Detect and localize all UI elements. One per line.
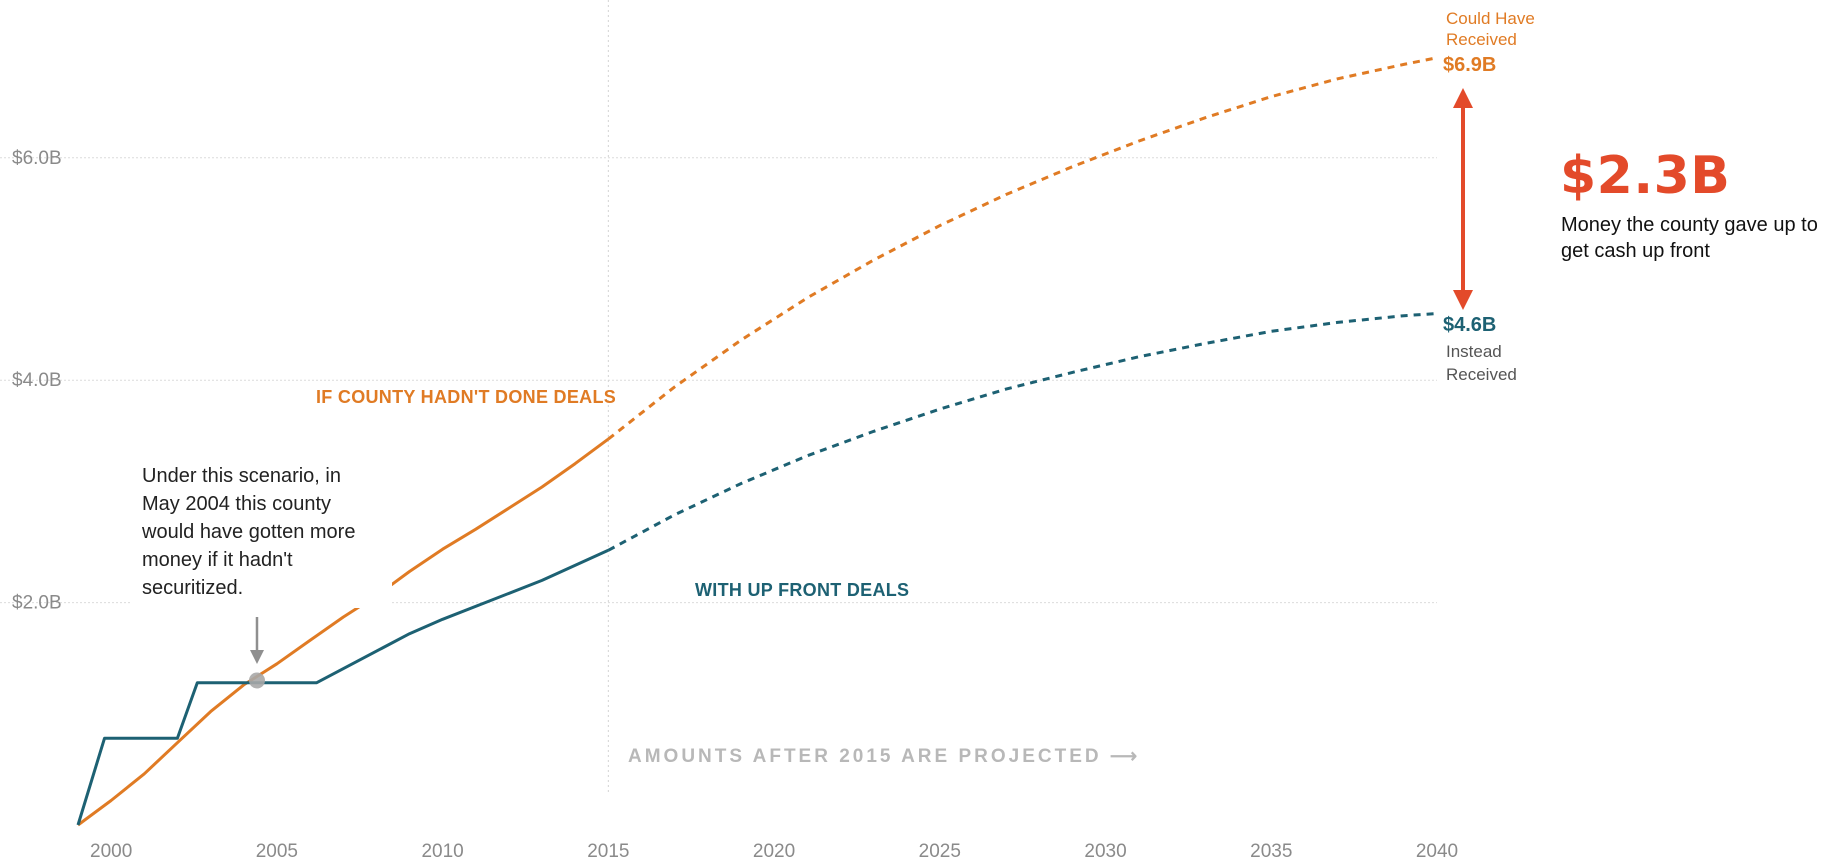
- x-tick-label: 2040: [1416, 841, 1458, 862]
- series-line-projected-0: [607, 56, 1438, 441]
- bottom-caption-line1: Instead: [1446, 342, 1502, 361]
- annotation-arrow-head: [249, 650, 264, 664]
- x-axis-ticks: 2000 2005 2010 2015 2020 2025 2030 2035 2040: [90, 841, 1458, 862]
- series-label-up-front-deals: WITH UP FRONT DEALS: [695, 580, 909, 600]
- top-caption-line2: Received: [1446, 30, 1517, 49]
- series-line-actual-1: [76, 548, 609, 826]
- gap-arrow-head-down: [1453, 290, 1473, 310]
- bottom-end-value: $4.6B: [1443, 314, 1496, 336]
- y-tick-label: $2.0B: [12, 593, 62, 614]
- x-tick-label: 2030: [1084, 841, 1126, 862]
- top-caption-line1: Could Have: [1446, 9, 1535, 28]
- gap-arrow-head-up: [1453, 88, 1473, 108]
- annotation-note: Under this scenario, in May 2004 this co…: [132, 456, 392, 608]
- x-tick-label: 2015: [587, 841, 629, 862]
- annotation-arrow: [249, 617, 264, 664]
- projected-note: AMOUNTS AFTER 2015 ARE PROJECTED ⟶: [628, 746, 1140, 767]
- x-tick-label: 2035: [1250, 841, 1292, 862]
- series-line-actual-0: [77, 437, 610, 827]
- crossover-marker: [248, 672, 265, 689]
- x-tick-label: 2010: [421, 841, 463, 862]
- gap-value: $2.3B: [1560, 146, 1731, 206]
- gap-caption: Money the county gave up to get cash up …: [1561, 214, 1818, 262]
- top-end-value: $6.9B: [1443, 54, 1496, 76]
- y-tick-label: $6.0B: [12, 148, 62, 169]
- x-tick-label: 2020: [753, 841, 795, 862]
- y-tick-label: $4.0B: [12, 370, 62, 391]
- y-axis-ticks: $2.0B $4.0B $6.0B: [12, 148, 62, 614]
- x-tick-label: 2000: [90, 841, 132, 862]
- series-label-no-deals: IF COUNTY HADN'T DONE DEALS: [316, 387, 616, 407]
- chart-labels: IF COUNTY HADN'T DONE DEALS WITH UP FRON…: [316, 9, 1535, 767]
- gridlines: [0, 157, 1437, 604]
- x-tick-label: 2005: [256, 841, 298, 862]
- x-tick-label: 2025: [919, 841, 961, 862]
- bottom-caption-line2: Received: [1446, 365, 1517, 384]
- gap-arrow: [1453, 88, 1473, 310]
- series-lines: [76, 56, 1438, 827]
- series-line-projected-1: [607, 312, 1438, 552]
